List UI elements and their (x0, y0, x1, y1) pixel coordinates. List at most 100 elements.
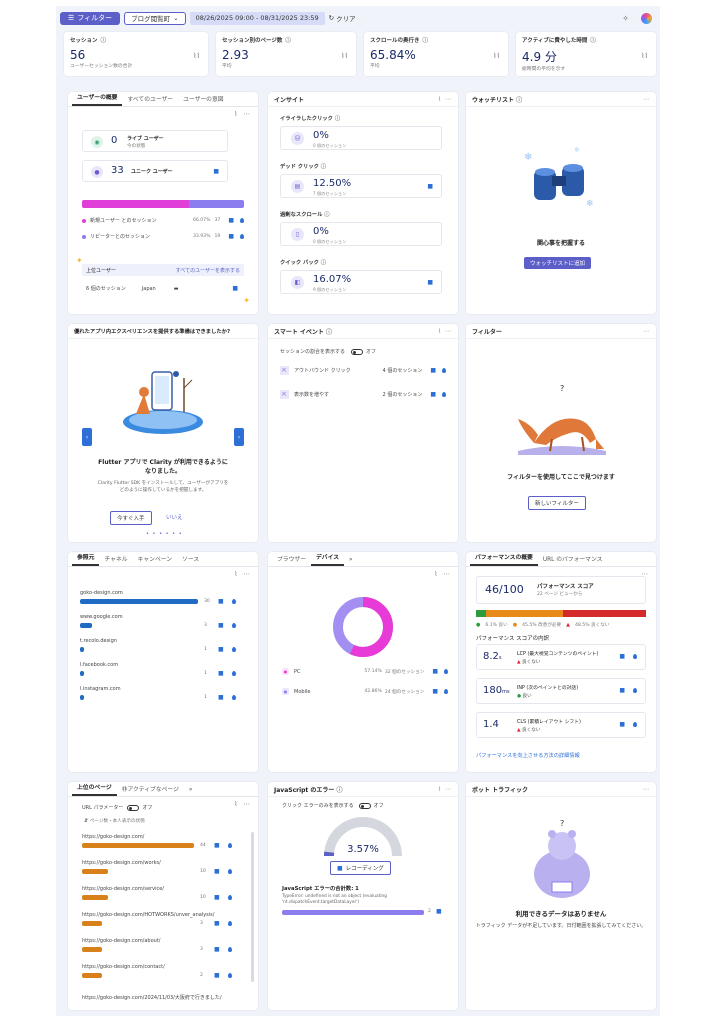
click-error-toggle[interactable] (358, 802, 371, 809)
prev-arrow-icon[interactable]: ‹ (82, 428, 92, 446)
heatmap-icon[interactable] (228, 921, 232, 926)
add-to-watchlist-button[interactable]: ウォッチリストに追加 (524, 257, 592, 269)
video-icon[interactable]: ■ (619, 687, 625, 694)
more-icon[interactable]: ⌇ ⋯ (438, 95, 452, 103)
new-filter-button[interactable]: 新しいフィルター (528, 496, 586, 510)
heatmap-icon[interactable] (240, 218, 244, 223)
segment-dropdown[interactable]: ブログ閲覧町 ⌄ (124, 11, 186, 25)
video-icon[interactable]: ■ (619, 653, 625, 660)
video-icon[interactable]: ■ (213, 168, 219, 175)
tabs-more-icon[interactable]: » (188, 787, 193, 793)
carousel-dots[interactable]: • • • • • • (146, 531, 183, 537)
more-icon[interactable]: ⋯ (643, 95, 650, 103)
video-icon[interactable]: ■ (214, 920, 220, 927)
chart-icon[interactable]: ⌇⌇ (193, 52, 200, 60)
page-row[interactable]: https://goko-design.com/ (82, 834, 145, 840)
tab-url-performance[interactable]: URL のパフォーマンス (542, 557, 603, 563)
date-range-picker[interactable]: 08/26/2025 09:00 - 08/31/2025 23:59 (189, 11, 325, 25)
info-icon[interactable]: ⓘ (324, 212, 330, 218)
chart-toggle-icon[interactable]: ⌇ ⋯ (234, 800, 252, 808)
tab-browser[interactable]: ブラウザー (277, 557, 306, 563)
info-icon[interactable]: ⓘ (422, 38, 429, 44)
video-icon[interactable]: ■ (232, 285, 238, 292)
info-icon[interactable]: ⓘ (320, 164, 327, 170)
tab-user-overview[interactable]: ユーザーの概要 (72, 92, 123, 106)
heatmap-icon[interactable] (228, 869, 232, 874)
page-row[interactable]: https://goko-design.com/contact/ (82, 964, 165, 970)
heatmap-icon[interactable] (228, 973, 232, 978)
chart-toggle-icon[interactable]: ⌇ ⋯ (234, 570, 252, 578)
info-icon[interactable]: ⓘ (326, 328, 333, 336)
video-icon[interactable]: ■ (214, 868, 220, 875)
chart-icon[interactable]: ⌇⌇ (641, 52, 648, 60)
info-icon[interactable]: ⓘ (285, 38, 291, 44)
performance-learn-more-link[interactable]: パフォーマンスを向上させる方法の詳細情報 (476, 753, 580, 759)
filter-button[interactable]: ☰ フィルター (60, 11, 121, 25)
heatmap-icon[interactable] (442, 392, 446, 397)
video-icon[interactable]: ■ (214, 894, 220, 901)
heatmap-icon[interactable] (444, 669, 448, 674)
get-now-button[interactable]: 今すぐ入手 (110, 511, 152, 525)
video-icon[interactable]: ■ (427, 183, 433, 190)
heatmap-icon[interactable] (444, 689, 448, 694)
video-icon[interactable]: ■ (427, 279, 433, 286)
video-icon[interactable]: ■ (218, 622, 224, 629)
video-icon[interactable]: ■ (432, 688, 438, 695)
tab-referrer[interactable]: 参照元 (72, 552, 100, 566)
tab-user-intent[interactable]: ユーザーの意図 (183, 97, 224, 103)
heatmap-icon[interactable] (442, 368, 446, 373)
heatmap-icon[interactable] (232, 671, 236, 676)
more-icon[interactable]: ⋯ (643, 785, 650, 793)
clear-button[interactable]: ↻ クリア (328, 14, 356, 23)
more-icon[interactable]: ⌇ ⋯ (438, 327, 452, 335)
tabs-more-icon[interactable]: » (349, 557, 353, 563)
tab-top-pages[interactable]: 上位のページ (72, 782, 117, 796)
scrollbar[interactable] (251, 832, 254, 982)
info-icon[interactable]: ⓘ (336, 786, 343, 794)
info-icon[interactable]: ⓘ (320, 260, 327, 266)
info-icon[interactable]: ⓘ (100, 38, 107, 44)
chart-icon[interactable]: ⌇⌇ (493, 52, 500, 60)
video-icon[interactable]: ■ (218, 598, 224, 605)
info-icon[interactable]: ⓘ (334, 116, 341, 122)
more-icon[interactable]: ⋯ (641, 570, 650, 578)
view-all-users-link[interactable]: すべてのユーザーを表示する (175, 267, 240, 274)
heatmap-icon[interactable] (232, 623, 236, 628)
video-icon[interactable]: ■ (218, 694, 224, 701)
tab-campaign[interactable]: キャンペーン (137, 557, 173, 563)
heatmap-icon[interactable] (633, 688, 637, 693)
more-icon[interactable]: ⌇ ⋯ (438, 785, 452, 793)
chart-icon[interactable]: ⌇⌇ (341, 52, 348, 60)
video-icon[interactable]: ■ (214, 842, 220, 849)
next-arrow-icon[interactable]: › (234, 428, 244, 446)
sparkle-icon[interactable]: ✧ (622, 13, 629, 23)
tab-all-users[interactable]: すべてのユーザー (127, 97, 174, 103)
page-row[interactable]: https://goko-design.com/HOTWORKS/unver_a… (82, 912, 215, 918)
video-icon[interactable]: ■ (218, 670, 224, 677)
copilot-icon[interactable] (641, 12, 652, 24)
tab-device[interactable]: デバイス (311, 552, 345, 566)
tab-channel[interactable]: チャネル (104, 557, 128, 563)
info-icon[interactable]: ⓘ (590, 38, 596, 44)
video-icon[interactable]: ■ (228, 233, 234, 240)
video-icon[interactable]: ■ (430, 367, 436, 374)
more-icon[interactable]: ⋯ (643, 327, 650, 335)
tab-performance-overview[interactable]: パフォーマンスの概要 (470, 552, 538, 566)
video-icon[interactable]: ■ (214, 972, 220, 979)
heatmap-icon[interactable] (232, 599, 236, 604)
chart-toggle-icon[interactable]: ⌇ ⋯ (234, 110, 252, 118)
heatmap-icon[interactable] (228, 895, 232, 900)
heatmap-icon[interactable] (232, 647, 236, 652)
heatmap-icon[interactable] (228, 947, 232, 952)
tab-inactive-pages[interactable]: 非アクティブなページ (121, 787, 179, 793)
no-thanks-link[interactable]: いいえ (166, 515, 183, 521)
info-icon[interactable]: ⓘ (516, 96, 523, 104)
tab-source[interactable]: ソース (182, 557, 200, 563)
video-icon[interactable]: ■ (436, 908, 442, 915)
video-icon[interactable]: ■ (432, 668, 438, 675)
video-icon[interactable]: ■ (430, 391, 436, 398)
session-percent-toggle[interactable] (351, 348, 364, 355)
recording-button[interactable]: ■ レコーディング (330, 861, 391, 875)
video-icon[interactable]: ■ (228, 217, 234, 224)
heatmap-icon[interactable] (633, 722, 637, 727)
